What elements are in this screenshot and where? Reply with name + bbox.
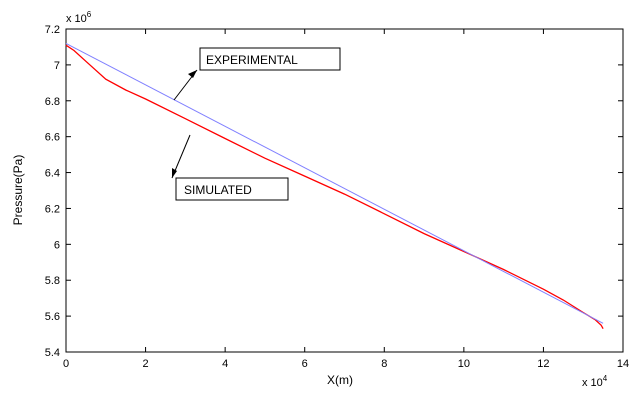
y-axis-ticks: 5.4 5.6 5.8 6 6.2 6.4 6.6 6.8 7 7.2: [45, 24, 623, 359]
y-tick-label: 7.2: [45, 24, 60, 36]
x-tick-label: 4: [222, 358, 228, 370]
arrowhead-icon: [188, 70, 197, 78]
y-tick-label: 6.4: [45, 168, 60, 180]
y-tick-label: 5.4: [45, 347, 60, 359]
annotation-box-experimental: [199, 47, 341, 71]
annotation-text-simulated: SIMULATED: [184, 183, 252, 197]
x-axis-label: X(m): [327, 373, 353, 387]
y-tick-label: 5.6: [45, 311, 60, 323]
y-tick-label: 5.8: [45, 275, 60, 287]
x-tick-label: 8: [381, 358, 387, 370]
annotation-box-simulated: [175, 177, 289, 201]
y-axis-label: Pressure(Pa): [11, 155, 25, 226]
arrowhead-icon: [172, 168, 177, 178]
series-line-red: [65, 44, 604, 330]
y-tick-label: 6.6: [45, 132, 60, 144]
x-axis-ticks: 0 2 4 6 8 10 12 14: [63, 29, 629, 370]
x-tick-label: 2: [143, 358, 149, 370]
x-exponent-label: x 104: [582, 374, 608, 389]
annotation-experimental: EXPERIMENTAL: [173, 47, 341, 101]
annotation-simulated: SIMULATED: [171, 134, 289, 201]
x-tick-label: 0: [63, 358, 69, 370]
y-tick-label: 7: [54, 60, 60, 72]
series-layer: [65, 42, 604, 330]
x-tick-label: 10: [458, 358, 470, 370]
plot-area: [65, 28, 624, 353]
y-tick-label: 6.8: [45, 96, 60, 108]
x-tick-label: 12: [537, 358, 549, 370]
annotation-text-experimental: EXPERIMENTAL: [206, 53, 298, 67]
series-line-blue: [65, 42, 604, 324]
x-tick-label: 6: [302, 358, 308, 370]
y-exponent-label: x 106: [66, 10, 92, 25]
y-tick-label: 6.2: [45, 203, 60, 215]
y-tick-label: 6: [54, 239, 60, 251]
x-tick-label: 14: [617, 358, 629, 370]
